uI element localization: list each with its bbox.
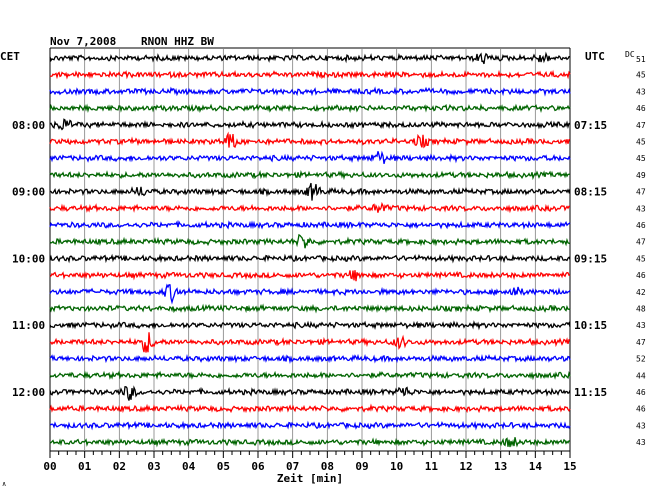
dc-offset-value: 43: [636, 321, 646, 330]
left-time-label: 11:00: [12, 319, 45, 332]
dc-label: DC: [625, 50, 635, 59]
right-time-label: 09:15: [574, 252, 607, 265]
dc-offset-value: 43: [636, 421, 646, 430]
x-tick-label: 06: [251, 460, 265, 473]
dc-offset-value: 46: [636, 104, 646, 113]
x-tick-label: 05: [217, 460, 230, 473]
x-tick-label: 00: [43, 460, 56, 473]
dc-offset-value: 43: [636, 204, 646, 213]
date-label: Nov 7,2008: [50, 35, 117, 48]
dc-offset-value: 45: [636, 138, 646, 147]
seismic-trace: [49, 283, 571, 305]
seismic-trace: [49, 131, 571, 149]
right-time-label: 07:15: [574, 119, 607, 132]
dc-offset-value: 46: [636, 388, 646, 397]
seismic-trace: [49, 201, 571, 214]
dc-offset-value: 52: [636, 355, 646, 364]
dc-offset-value: 43: [636, 87, 646, 96]
left-time-label: 10:00: [12, 252, 45, 265]
corner-mark: ∧: [2, 480, 6, 488]
dc-offset-value: 47: [636, 338, 646, 347]
seismic-trace: [49, 169, 571, 181]
seismic-trace: [49, 253, 571, 264]
seismic-trace: [49, 182, 571, 201]
x-tick-label: 14: [529, 460, 543, 473]
x-tick-label: 12: [459, 460, 472, 473]
x-tick-label: 04: [182, 460, 196, 473]
left-time-label: 08:00: [12, 119, 45, 132]
x-tick-label: 13: [494, 460, 507, 473]
dc-offset-value: 45: [636, 154, 646, 163]
seismic-trace: [49, 320, 571, 331]
seismic-trace: [49, 103, 571, 114]
seismic-trace: [49, 51, 571, 65]
x-axis-label: Zeit [min]: [277, 472, 343, 485]
seismic-trace: [49, 332, 571, 353]
dc-offset-value: 45: [636, 254, 646, 263]
seismic-trace: [49, 219, 571, 230]
seismic-trace: [49, 403, 571, 414]
dc-offset-value: 47: [636, 238, 646, 247]
x-tick-label: 11: [425, 460, 439, 473]
seismic-trace: [49, 270, 571, 282]
dc-offset-value: 42: [636, 288, 646, 297]
seismic-trace: [49, 118, 571, 131]
right-zone-label: UTC: [585, 50, 605, 63]
x-tick-label: 02: [113, 460, 126, 473]
x-tick-label: 03: [147, 460, 160, 473]
seismic-trace: [49, 353, 571, 364]
x-tick-label: 07: [286, 460, 299, 473]
dc-offset-value: 44: [636, 371, 646, 380]
seismic-trace: [49, 385, 571, 401]
seismic-trace: [49, 303, 571, 314]
x-tick-label: 10: [390, 460, 403, 473]
seismic-trace: [49, 69, 571, 80]
dc-first-value: 51: [636, 55, 646, 64]
dc-offset-value: 46: [636, 271, 646, 280]
x-tick-label: 08: [321, 460, 334, 473]
dc-offset-value: 43: [636, 438, 646, 447]
seismic-trace: [49, 437, 571, 448]
dc-offset-value: 47: [636, 121, 646, 130]
dc-offset-value: 45: [636, 71, 646, 80]
left-zone-label: CET: [0, 50, 20, 63]
station-label: RNON HHZ BW: [141, 35, 214, 48]
right-time-label: 08:15: [574, 186, 607, 199]
seismic-trace: [49, 150, 571, 164]
right-time-label: 10:15: [574, 319, 607, 332]
x-tick-label: 01: [78, 460, 92, 473]
dc-offset-value: 46: [636, 405, 646, 414]
x-tick-label: 15: [563, 460, 576, 473]
left-time-label: 09:00: [12, 186, 45, 199]
seismic-trace: [49, 370, 571, 381]
x-tick-label: 09: [355, 460, 368, 473]
dc-offset-value: 48: [636, 305, 646, 314]
dc-offset-value: 49: [636, 171, 646, 180]
seismic-trace: [49, 420, 571, 431]
seismic-trace: [49, 86, 571, 97]
left-time-label: 12:00: [12, 386, 45, 399]
dc-offset-value: 46: [636, 221, 646, 230]
dc-offset-value: 47: [636, 188, 646, 197]
seismic-trace: [49, 233, 571, 249]
right-time-label: 11:15: [574, 386, 607, 399]
